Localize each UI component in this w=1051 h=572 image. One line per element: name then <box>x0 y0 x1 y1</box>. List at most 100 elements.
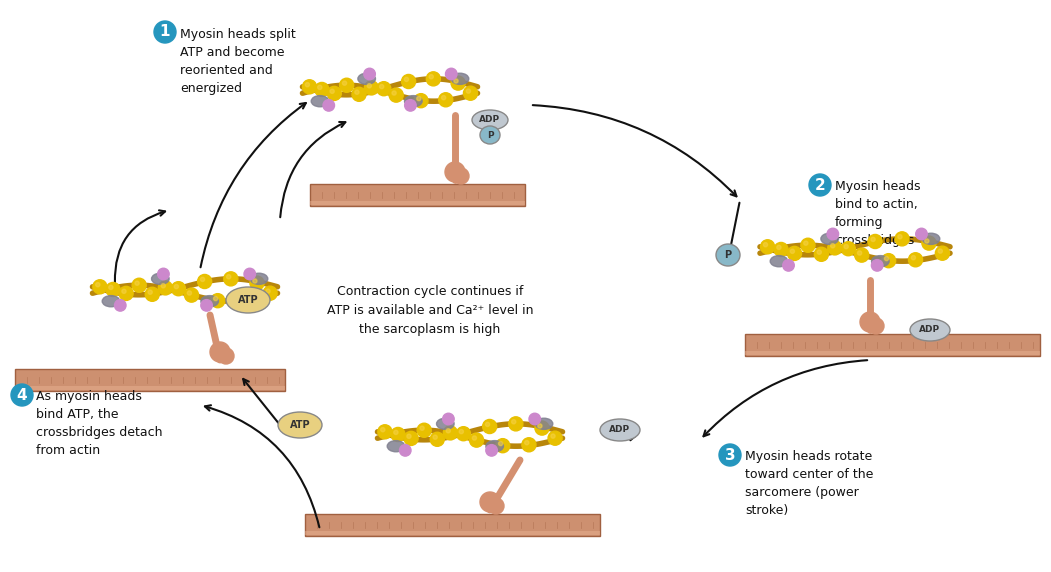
Circle shape <box>210 342 230 362</box>
Circle shape <box>551 434 555 438</box>
Circle shape <box>365 81 378 95</box>
Circle shape <box>480 492 500 512</box>
Circle shape <box>841 242 856 256</box>
Circle shape <box>405 77 409 81</box>
Circle shape <box>895 232 909 246</box>
Text: P: P <box>487 130 493 140</box>
Circle shape <box>417 423 431 438</box>
Circle shape <box>201 300 212 311</box>
Text: Myosin heads split
ATP and become
reoriented and
energized: Myosin heads split ATP and become reorie… <box>180 28 295 95</box>
Text: As myosin heads
bind ATP, the
crossbridges detach
from actin: As myosin heads bind ATP, the crossbridg… <box>36 390 163 457</box>
Text: ATP: ATP <box>238 295 259 305</box>
Circle shape <box>438 93 453 107</box>
Ellipse shape <box>451 73 469 85</box>
Circle shape <box>227 275 231 279</box>
Circle shape <box>535 421 549 435</box>
Circle shape <box>244 268 255 280</box>
Circle shape <box>174 284 179 289</box>
Circle shape <box>392 91 396 95</box>
Circle shape <box>538 424 542 428</box>
Circle shape <box>417 97 421 101</box>
Circle shape <box>427 72 440 86</box>
Polygon shape <box>310 201 526 205</box>
Circle shape <box>509 417 522 431</box>
Text: Contraction cycle continues if
ATP is available and Ca²⁺ level in
the sarcoplasm: Contraction cycle continues if ATP is av… <box>327 284 533 336</box>
Circle shape <box>391 427 405 442</box>
Text: ADP: ADP <box>610 426 631 435</box>
Ellipse shape <box>102 296 120 307</box>
Circle shape <box>446 68 457 80</box>
Polygon shape <box>310 184 526 206</box>
Circle shape <box>376 82 391 96</box>
Circle shape <box>11 384 33 406</box>
Circle shape <box>442 413 454 425</box>
Circle shape <box>380 428 385 432</box>
Ellipse shape <box>405 96 423 107</box>
Circle shape <box>854 248 869 262</box>
Circle shape <box>774 243 788 256</box>
Circle shape <box>323 100 334 111</box>
Circle shape <box>470 433 483 447</box>
Polygon shape <box>745 334 1040 356</box>
Polygon shape <box>305 514 600 536</box>
Circle shape <box>92 280 107 294</box>
Circle shape <box>871 237 875 241</box>
Circle shape <box>486 422 490 427</box>
Ellipse shape <box>480 126 500 144</box>
Circle shape <box>446 428 451 433</box>
Circle shape <box>868 318 884 334</box>
Circle shape <box>804 241 808 245</box>
Circle shape <box>915 228 927 240</box>
Circle shape <box>787 247 802 260</box>
Circle shape <box>884 256 888 261</box>
Circle shape <box>488 498 504 514</box>
Circle shape <box>132 278 146 292</box>
Ellipse shape <box>151 273 169 284</box>
Circle shape <box>430 432 445 446</box>
Circle shape <box>407 434 411 438</box>
Circle shape <box>935 246 949 260</box>
Circle shape <box>844 244 848 249</box>
Circle shape <box>818 250 822 255</box>
Circle shape <box>882 253 895 268</box>
Circle shape <box>224 272 238 286</box>
Circle shape <box>454 79 458 83</box>
Circle shape <box>922 236 936 250</box>
Circle shape <box>135 281 139 285</box>
Circle shape <box>378 425 392 439</box>
Circle shape <box>210 293 225 308</box>
Circle shape <box>364 68 375 80</box>
Ellipse shape <box>486 440 503 452</box>
Circle shape <box>868 235 882 249</box>
Ellipse shape <box>716 244 740 266</box>
Circle shape <box>858 251 862 255</box>
Circle shape <box>414 94 428 108</box>
Polygon shape <box>305 530 600 535</box>
Circle shape <box>911 256 915 260</box>
Circle shape <box>801 238 815 252</box>
Circle shape <box>548 431 562 445</box>
Ellipse shape <box>922 233 940 244</box>
Circle shape <box>145 287 160 301</box>
Circle shape <box>925 239 929 243</box>
Circle shape <box>236 293 251 307</box>
Circle shape <box>898 235 902 239</box>
Text: 3: 3 <box>725 447 736 463</box>
Polygon shape <box>745 351 1040 355</box>
Circle shape <box>154 21 176 43</box>
Circle shape <box>828 241 842 255</box>
Ellipse shape <box>821 233 839 244</box>
Circle shape <box>330 89 334 93</box>
Circle shape <box>305 82 309 87</box>
Circle shape <box>389 88 404 102</box>
Circle shape <box>512 420 516 424</box>
Circle shape <box>158 268 169 280</box>
Text: Myosin heads rotate
toward center of the
sarcomere (power
stroke): Myosin heads rotate toward center of the… <box>745 450 873 517</box>
Circle shape <box>482 419 497 434</box>
Circle shape <box>719 444 741 466</box>
Circle shape <box>201 277 205 281</box>
Ellipse shape <box>279 412 322 438</box>
Circle shape <box>429 74 433 79</box>
Ellipse shape <box>910 319 950 341</box>
Circle shape <box>303 80 316 94</box>
